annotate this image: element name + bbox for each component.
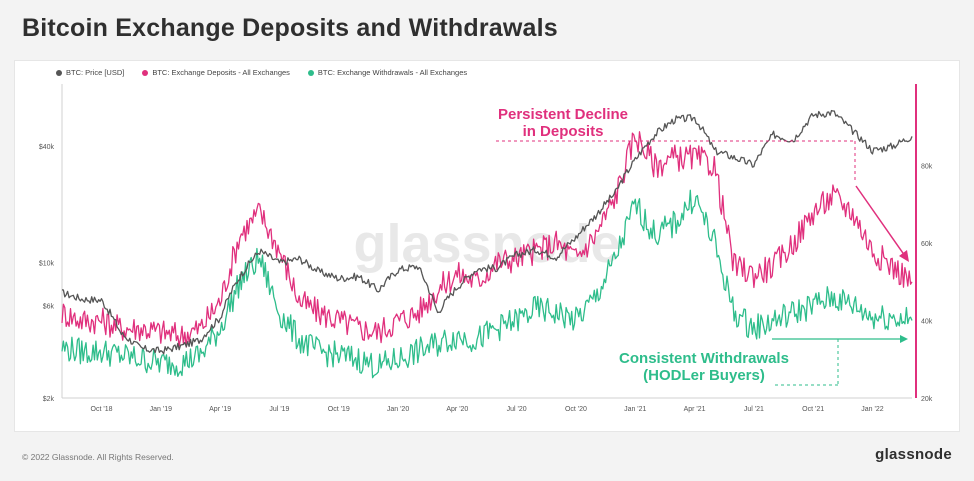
- legend-item-withdrawals[interactable]: BTC: Exchange Withdrawals - All Exchange…: [307, 68, 468, 77]
- decline-annotation-text: Persistent Decline: [498, 106, 628, 123]
- x-tick-label: Jul '19: [269, 406, 289, 413]
- legend-label-withdrawals: BTC: Exchange Withdrawals - All Exchange…: [317, 68, 468, 77]
- y-right-tick-label: 80k: [921, 164, 933, 171]
- legend-label-price: BTC: Price [USD]: [66, 68, 125, 77]
- withdrawals-series-line: [61, 189, 913, 379]
- legend-item-price[interactable]: BTC: Price [USD]: [56, 68, 124, 77]
- y-left-tick-label: $2k: [43, 396, 55, 403]
- x-tick-label: Jul '20: [507, 406, 527, 413]
- x-tick-label: Jul '21: [744, 406, 764, 413]
- legend-label-deposits: BTC: Exchange Deposits - All Exchanges: [152, 68, 290, 77]
- x-tick-label: Apr '21: [684, 406, 706, 413]
- price-series-line: [61, 109, 913, 355]
- legend-dot-deposits: [142, 69, 149, 76]
- y-left-tick-label: $40k: [39, 144, 55, 151]
- withdrawals-annotation-text: (HODLer Buyers): [643, 367, 765, 384]
- x-tick-label: Oct '18: [91, 406, 113, 413]
- decline-arrow-head: [899, 250, 909, 262]
- y-right-tick-label: 40k: [921, 319, 933, 326]
- y-right-tick-label: 60k: [921, 241, 933, 248]
- x-tick-label: Jan '21: [624, 406, 646, 413]
- x-tick-label: Jan '20: [387, 406, 409, 413]
- x-tick-label: Oct '21: [802, 406, 824, 413]
- withdrawals-arrow-head: [900, 335, 908, 343]
- decline-arrow-line: [855, 185, 906, 257]
- chart-legend: BTC: Price [USD] BTC: Exchange Deposits …: [56, 68, 467, 77]
- decline-annotation-text: in Deposits: [523, 123, 604, 140]
- glassnode-logo[interactable]: glassnode: [875, 446, 952, 463]
- x-tick-label: Jan '22: [861, 406, 883, 413]
- legend-dot-price: [56, 69, 62, 76]
- copyright-footer: © 2022 Glassnode. All Rights Reserved.: [22, 452, 174, 462]
- y-right-tick-label: 20k: [921, 396, 933, 403]
- withdrawals-annotation-text: Consistent Withdrawals: [619, 350, 789, 367]
- x-tick-label: Jan '19: [150, 406, 172, 413]
- glassnode-watermark: glassnode: [353, 214, 620, 274]
- page-title: Bitcoin Exchange Deposits and Withdrawal…: [22, 14, 558, 42]
- legend-item-deposits[interactable]: BTC: Exchange Deposits - All Exchanges: [142, 68, 290, 77]
- x-tick-label: Oct '20: [565, 406, 587, 413]
- y-left-tick-label: $10k: [39, 261, 55, 268]
- x-tick-label: Apr '20: [446, 406, 468, 413]
- x-tick-label: Oct '19: [328, 406, 350, 413]
- y-left-tick-label: $6k: [43, 304, 55, 311]
- legend-dot-withdrawals: [307, 69, 314, 76]
- x-tick-label: Apr '19: [209, 406, 231, 413]
